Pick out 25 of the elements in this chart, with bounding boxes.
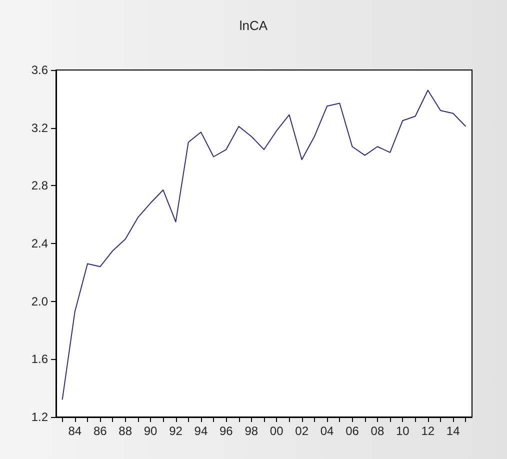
x-tick-label: 00 — [270, 424, 284, 438]
chart-title: lnCA — [239, 18, 268, 33]
y-tick-label: 2.0 — [31, 294, 48, 308]
x-tick-label: 10 — [396, 424, 410, 438]
x-tick-label: 02 — [295, 424, 309, 438]
x-tick-label: 04 — [320, 424, 334, 438]
y-tick-label: 3.6 — [31, 63, 48, 77]
x-tick-label: 06 — [346, 424, 360, 438]
y-tick-label: 2.4 — [31, 236, 48, 250]
y-tick-label: 1.2 — [31, 410, 48, 424]
x-tick-label: 92 — [169, 424, 183, 438]
x-tick-label: 12 — [421, 424, 435, 438]
x-tick-label: 86 — [93, 424, 108, 438]
x-tick-label: 14 — [446, 424, 460, 438]
x-tick-label: 08 — [370, 424, 384, 438]
line-series — [62, 90, 466, 400]
y-tick-label: 1.6 — [31, 352, 48, 366]
y-tick-label: 2.8 — [31, 178, 48, 193]
x-tick-label: 94 — [194, 424, 208, 438]
x-tick-label: 88 — [118, 424, 132, 438]
x-tick-label: 84 — [68, 424, 82, 438]
x-tick-label: 98 — [244, 424, 258, 438]
x-tick-label: 96 — [220, 424, 234, 438]
y-tick-label: 3.2 — [31, 120, 48, 135]
x-tick-label: 90 — [144, 424, 158, 438]
